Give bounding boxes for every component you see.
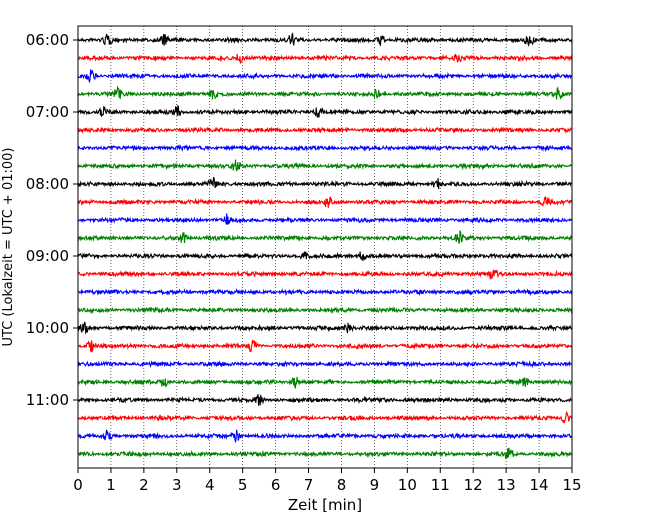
- y-tick-label: 06:00: [26, 31, 69, 49]
- trace-0715: [77, 126, 573, 134]
- trace-0700: [77, 104, 573, 118]
- x-tick-label: 1: [106, 476, 116, 494]
- x-tick-label: 5: [238, 476, 248, 494]
- trace-0845: [77, 230, 573, 244]
- trace-1145: [77, 447, 573, 460]
- trace-1030: [77, 359, 573, 369]
- x-tick-label: 0: [73, 476, 83, 494]
- trace-0945: [77, 306, 573, 315]
- trace-0815: [77, 196, 573, 208]
- x-tick-label: 9: [370, 476, 380, 494]
- trace-0645: [77, 85, 573, 100]
- x-axis-label: Zeit [min]: [288, 496, 362, 514]
- x-tick-label: 14: [530, 476, 549, 494]
- x-tick-label: 8: [337, 476, 347, 494]
- x-tick-label: 3: [172, 476, 182, 494]
- x-tick-label: 11: [431, 476, 450, 494]
- trace-0900: [77, 251, 573, 262]
- y-tick-label: 09:00: [26, 247, 69, 265]
- trace-0745: [77, 159, 573, 172]
- x-tick-label: 4: [205, 476, 215, 494]
- trace-0915: [77, 269, 573, 280]
- x-tick-label: 6: [271, 476, 281, 494]
- plot-frame: [77, 25, 573, 469]
- trace-0830: [77, 213, 573, 225]
- trace-0730: [77, 143, 573, 153]
- seismic-traces: [77, 32, 573, 460]
- trace-1015: [77, 339, 573, 353]
- y-axis-label: UTC (Lokalzeit = UTC + 01:00): [1, 148, 16, 347]
- x-tick-label: 12: [464, 476, 483, 494]
- trace-1130: [77, 429, 573, 443]
- x-axis-ticks: 0 1 2 3 4 5 6 7 8 9 10 11 12 13 14 15: [73, 468, 582, 494]
- trace-0930: [77, 287, 573, 297]
- x-tick-label: 2: [139, 476, 149, 494]
- trace-1045: [77, 376, 573, 390]
- y-axis-ticks: 06:00 07:00 08:00 09:00 10:00 11:00: [26, 31, 78, 409]
- trace-0800: [77, 176, 573, 190]
- x-tick-label: 7: [304, 476, 314, 494]
- x-tick-label: 15: [562, 476, 581, 494]
- trace-0615: [77, 53, 573, 65]
- y-tick-label: 08:00: [26, 175, 69, 193]
- trace-0600: [77, 32, 573, 47]
- trace-0630: [77, 69, 573, 84]
- x-tick-label: 13: [497, 476, 516, 494]
- y-tick-label: 07:00: [26, 103, 69, 121]
- x-tick-label: 10: [398, 476, 417, 494]
- y-tick-label: 10:00: [26, 319, 69, 337]
- trace-1000: [77, 321, 573, 335]
- trace-1100: [77, 394, 573, 406]
- y-tick-label: 11:00: [26, 391, 69, 409]
- trace-1115: [77, 411, 573, 424]
